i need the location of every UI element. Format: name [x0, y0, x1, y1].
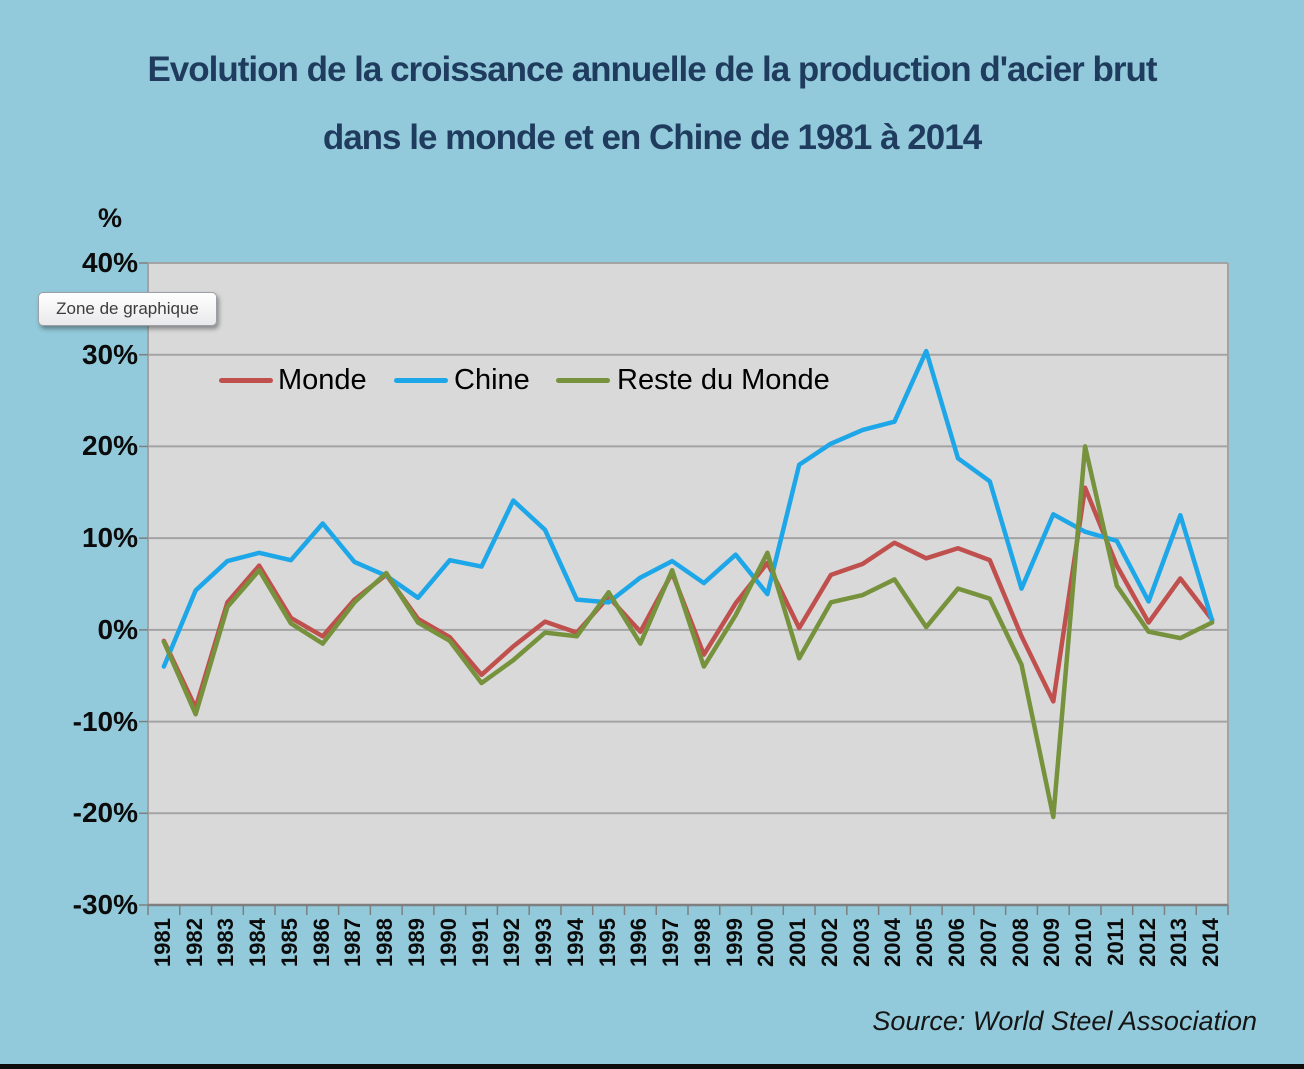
series-line-reste-du-monde	[161, 444, 1215, 820]
legend-label-reste-du-monde[interactable]: Reste du Monde	[617, 364, 830, 396]
chart-svg	[139, 262, 1229, 915]
y-axis-label: 0%	[97, 613, 138, 645]
x-axis-label: 2010	[1071, 918, 1097, 967]
chart-title-line2: dans le monde et en Chine de 1981 à 2014	[322, 118, 982, 157]
source-caption: Source: World Steel Association	[872, 1006, 1257, 1036]
x-axis-label: 2008	[1007, 918, 1033, 967]
legend-swatch-chine[interactable]	[394, 378, 448, 383]
plot-area[interactable]	[139, 262, 1229, 915]
x-axis-label: 1981	[149, 918, 175, 967]
x-axis-label: 1985	[276, 918, 302, 967]
x-axis-label: 2014	[1198, 918, 1224, 967]
window-bottom-edge	[0, 1064, 1304, 1069]
y-axis-label: -30%	[72, 889, 138, 920]
series-line-monde	[161, 485, 1215, 711]
x-axis-label: 2000	[753, 918, 779, 967]
x-axis-label: 2003	[848, 918, 874, 967]
x-axis-label: 2011	[1102, 918, 1128, 966]
x-axis-label: 2001	[785, 918, 811, 967]
x-axis-label: 2012	[1134, 918, 1160, 967]
x-axis-label: 1999	[721, 918, 747, 967]
chart-title-line1: Evolution de la croissance annuelle de l…	[147, 50, 1157, 89]
x-axis-label: 2005	[912, 918, 938, 967]
x-axis-label: 1987	[340, 918, 366, 967]
x-axis-label: 1997	[658, 918, 684, 967]
x-axis-label: 2009	[1039, 918, 1065, 967]
x-axis-label: 2006	[944, 918, 969, 967]
x-axis-label: 2002	[816, 918, 842, 967]
y-axis-label: -20%	[72, 797, 138, 829]
legend-swatch-monde[interactable]	[219, 378, 273, 383]
x-axis-label: 1986	[308, 918, 334, 967]
y-axis-label: 40%	[81, 247, 138, 278]
y-axis-label: 10%	[81, 522, 138, 554]
x-axis-label: 1984	[245, 918, 271, 967]
x-axis-label: 1990	[435, 918, 461, 967]
legend-label-monde[interactable]: Monde	[278, 364, 367, 396]
x-axis-label: 2013	[1166, 918, 1192, 967]
chart-area-tooltip: Zone de graphique	[38, 292, 217, 326]
x-axis-label: 1983	[213, 918, 239, 967]
series-line-chine	[161, 348, 1215, 669]
x-axis-label: 1993	[531, 918, 557, 967]
x-axis-label: 1989	[404, 918, 429, 967]
x-axis-label: 1998	[689, 918, 715, 967]
legend-label-chine[interactable]: Chine	[454, 364, 530, 396]
x-axis-label: 1988	[372, 918, 398, 967]
x-axis-label: 1996	[626, 918, 652, 967]
x-axis-label: 1995	[594, 918, 620, 967]
legend-swatch-reste-du-monde[interactable]	[556, 378, 610, 383]
x-axis-label: 1994	[562, 918, 588, 967]
y-axis-label: -10%	[72, 705, 138, 737]
y-axis-label: 30%	[81, 338, 138, 370]
y-axis-unit-label: %	[97, 203, 122, 233]
x-axis-label: 1992	[499, 918, 525, 967]
x-axis-label: 1982	[181, 918, 207, 967]
x-axis-label: 2007	[975, 918, 1001, 967]
y-axis-label: 20%	[81, 430, 138, 462]
tooltip-text: Zone de graphique	[56, 299, 199, 318]
x-axis-label: 2004	[880, 918, 906, 967]
x-axis-label: 1991	[467, 918, 493, 967]
